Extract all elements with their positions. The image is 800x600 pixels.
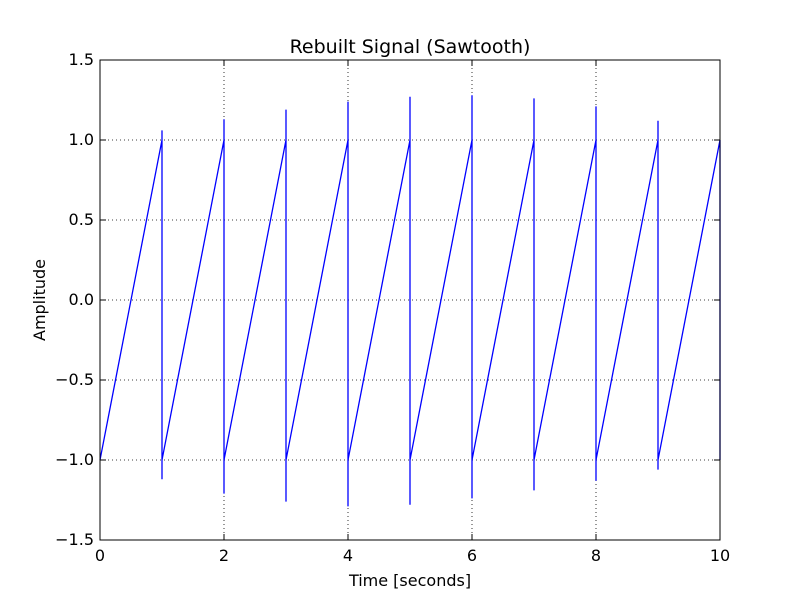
- x-tick-label: 8: [591, 546, 601, 565]
- y-tick-label: −1.0: [55, 450, 94, 469]
- sawtooth-series-line: [99, 95, 721, 507]
- y-axis-label: Amplitude: [30, 259, 49, 341]
- x-tick-label: 10: [710, 546, 730, 565]
- x-axis-label: Time [seconds]: [348, 571, 471, 590]
- series-layer: [99, 95, 721, 507]
- y-tick-label: 0.5: [69, 210, 94, 229]
- y-tick-labels: 1.5 1.0 0.5 0.0 −0.5 −1.0 −1.5: [55, 50, 94, 549]
- x-tick-label: 2: [219, 546, 229, 565]
- chart-title: Rebuilt Signal (Sawtooth): [290, 36, 531, 58]
- y-tick-label: −1.5: [55, 530, 94, 549]
- y-tick-label: 1.0: [69, 130, 94, 149]
- x-tick-label: 0: [95, 546, 105, 565]
- x-tick-labels: 0 2 4 6 8 10: [95, 546, 730, 565]
- y-tick-label: 0.0: [69, 290, 94, 309]
- x-tick-label: 6: [467, 546, 477, 565]
- y-tick-label: −0.5: [55, 370, 94, 389]
- x-tick-label: 4: [343, 546, 353, 565]
- tick-marks: [99, 59, 721, 541]
- y-tick-label: 1.5: [69, 50, 94, 69]
